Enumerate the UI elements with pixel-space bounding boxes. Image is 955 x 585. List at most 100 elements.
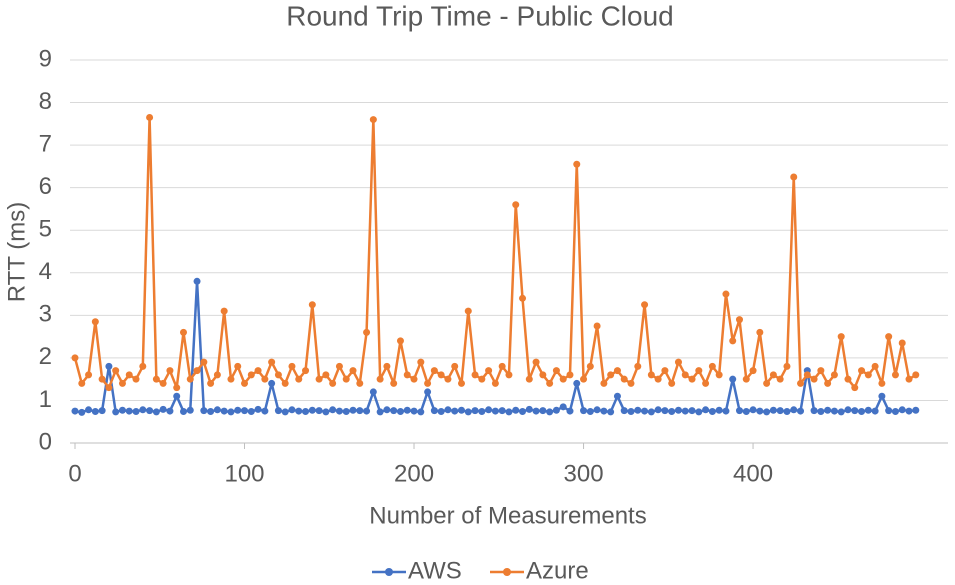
data-point [573,160,581,168]
data-point [837,333,845,341]
data-point [437,371,445,379]
data-point [797,379,805,387]
data-point [905,407,913,415]
data-point [695,367,703,375]
data-point [735,407,743,415]
data-point [118,379,126,387]
data-point [295,375,303,383]
data-point [274,407,282,415]
data-point [241,379,249,387]
data-point [179,328,187,336]
data-point [871,407,879,415]
data-point [898,339,906,347]
data-point [118,406,126,414]
data-point [193,367,201,375]
data-point [261,375,269,383]
data-point [674,406,682,414]
data-point [105,362,113,370]
data-point [112,408,120,416]
data-point [708,408,716,416]
data-point [810,375,818,383]
data-point [607,408,615,416]
data-point [559,403,567,411]
data-point [844,375,852,383]
data-point [471,407,479,415]
data-point [817,408,825,416]
data-point [173,392,181,400]
data-point [607,371,615,379]
data-point [498,362,506,370]
data-point [274,371,282,379]
data-point [91,408,99,416]
data-point [356,379,364,387]
data-point [424,388,432,396]
data-point [403,371,411,379]
y-tick-label: 8 [39,88,52,115]
data-point [78,408,86,416]
data-point [254,405,262,413]
data-point [546,408,554,416]
data-point [885,333,893,341]
data-point [729,337,737,345]
data-point [322,408,330,416]
data-point [702,406,710,414]
data-point [247,371,255,379]
data-point [430,407,438,415]
data-point [322,371,330,379]
data-point [559,375,567,383]
data-point [688,375,696,383]
data-point [586,362,594,370]
data-point [668,379,676,387]
data-point [647,408,655,416]
x-tick-label: 300 [564,460,604,487]
data-point [139,362,147,370]
data-point [98,375,106,383]
y-tick-label: 9 [39,45,52,72]
data-point [485,406,493,414]
data-point [213,371,221,379]
data-point [166,407,174,415]
data-point [268,379,276,387]
data-point [593,322,601,330]
data-point [410,407,418,415]
data-point [173,384,181,392]
data-point [308,406,316,414]
x-tick-label: 100 [224,460,264,487]
data-point [742,375,750,383]
y-tick-label: 5 [39,216,52,243]
data-point [295,407,303,415]
data-point [308,301,316,309]
data-point [844,406,852,414]
data-point [519,408,527,416]
data-point [661,367,669,375]
data-point [112,367,120,375]
data-point [566,371,574,379]
data-point [837,408,845,416]
data-point [302,367,310,375]
data-point [519,294,527,302]
y-tick-label: 3 [39,301,52,328]
data-point [593,406,601,414]
data-point [783,408,791,416]
data-point [132,408,140,416]
data-point [641,407,649,415]
y-tick-label: 0 [39,428,52,455]
data-point [613,392,621,400]
data-point [302,408,310,416]
data-point [532,358,540,366]
legend-marker [385,568,393,576]
data-point [146,113,154,121]
data-point [532,407,540,415]
x-tick-label: 0 [68,460,81,487]
data-point [444,375,452,383]
data-point [417,408,425,416]
data-point [342,375,350,383]
data-point [512,201,520,209]
data-point [722,407,730,415]
data-point [417,358,425,366]
data-point [207,379,215,387]
data-point [627,408,635,416]
data-point [600,379,608,387]
